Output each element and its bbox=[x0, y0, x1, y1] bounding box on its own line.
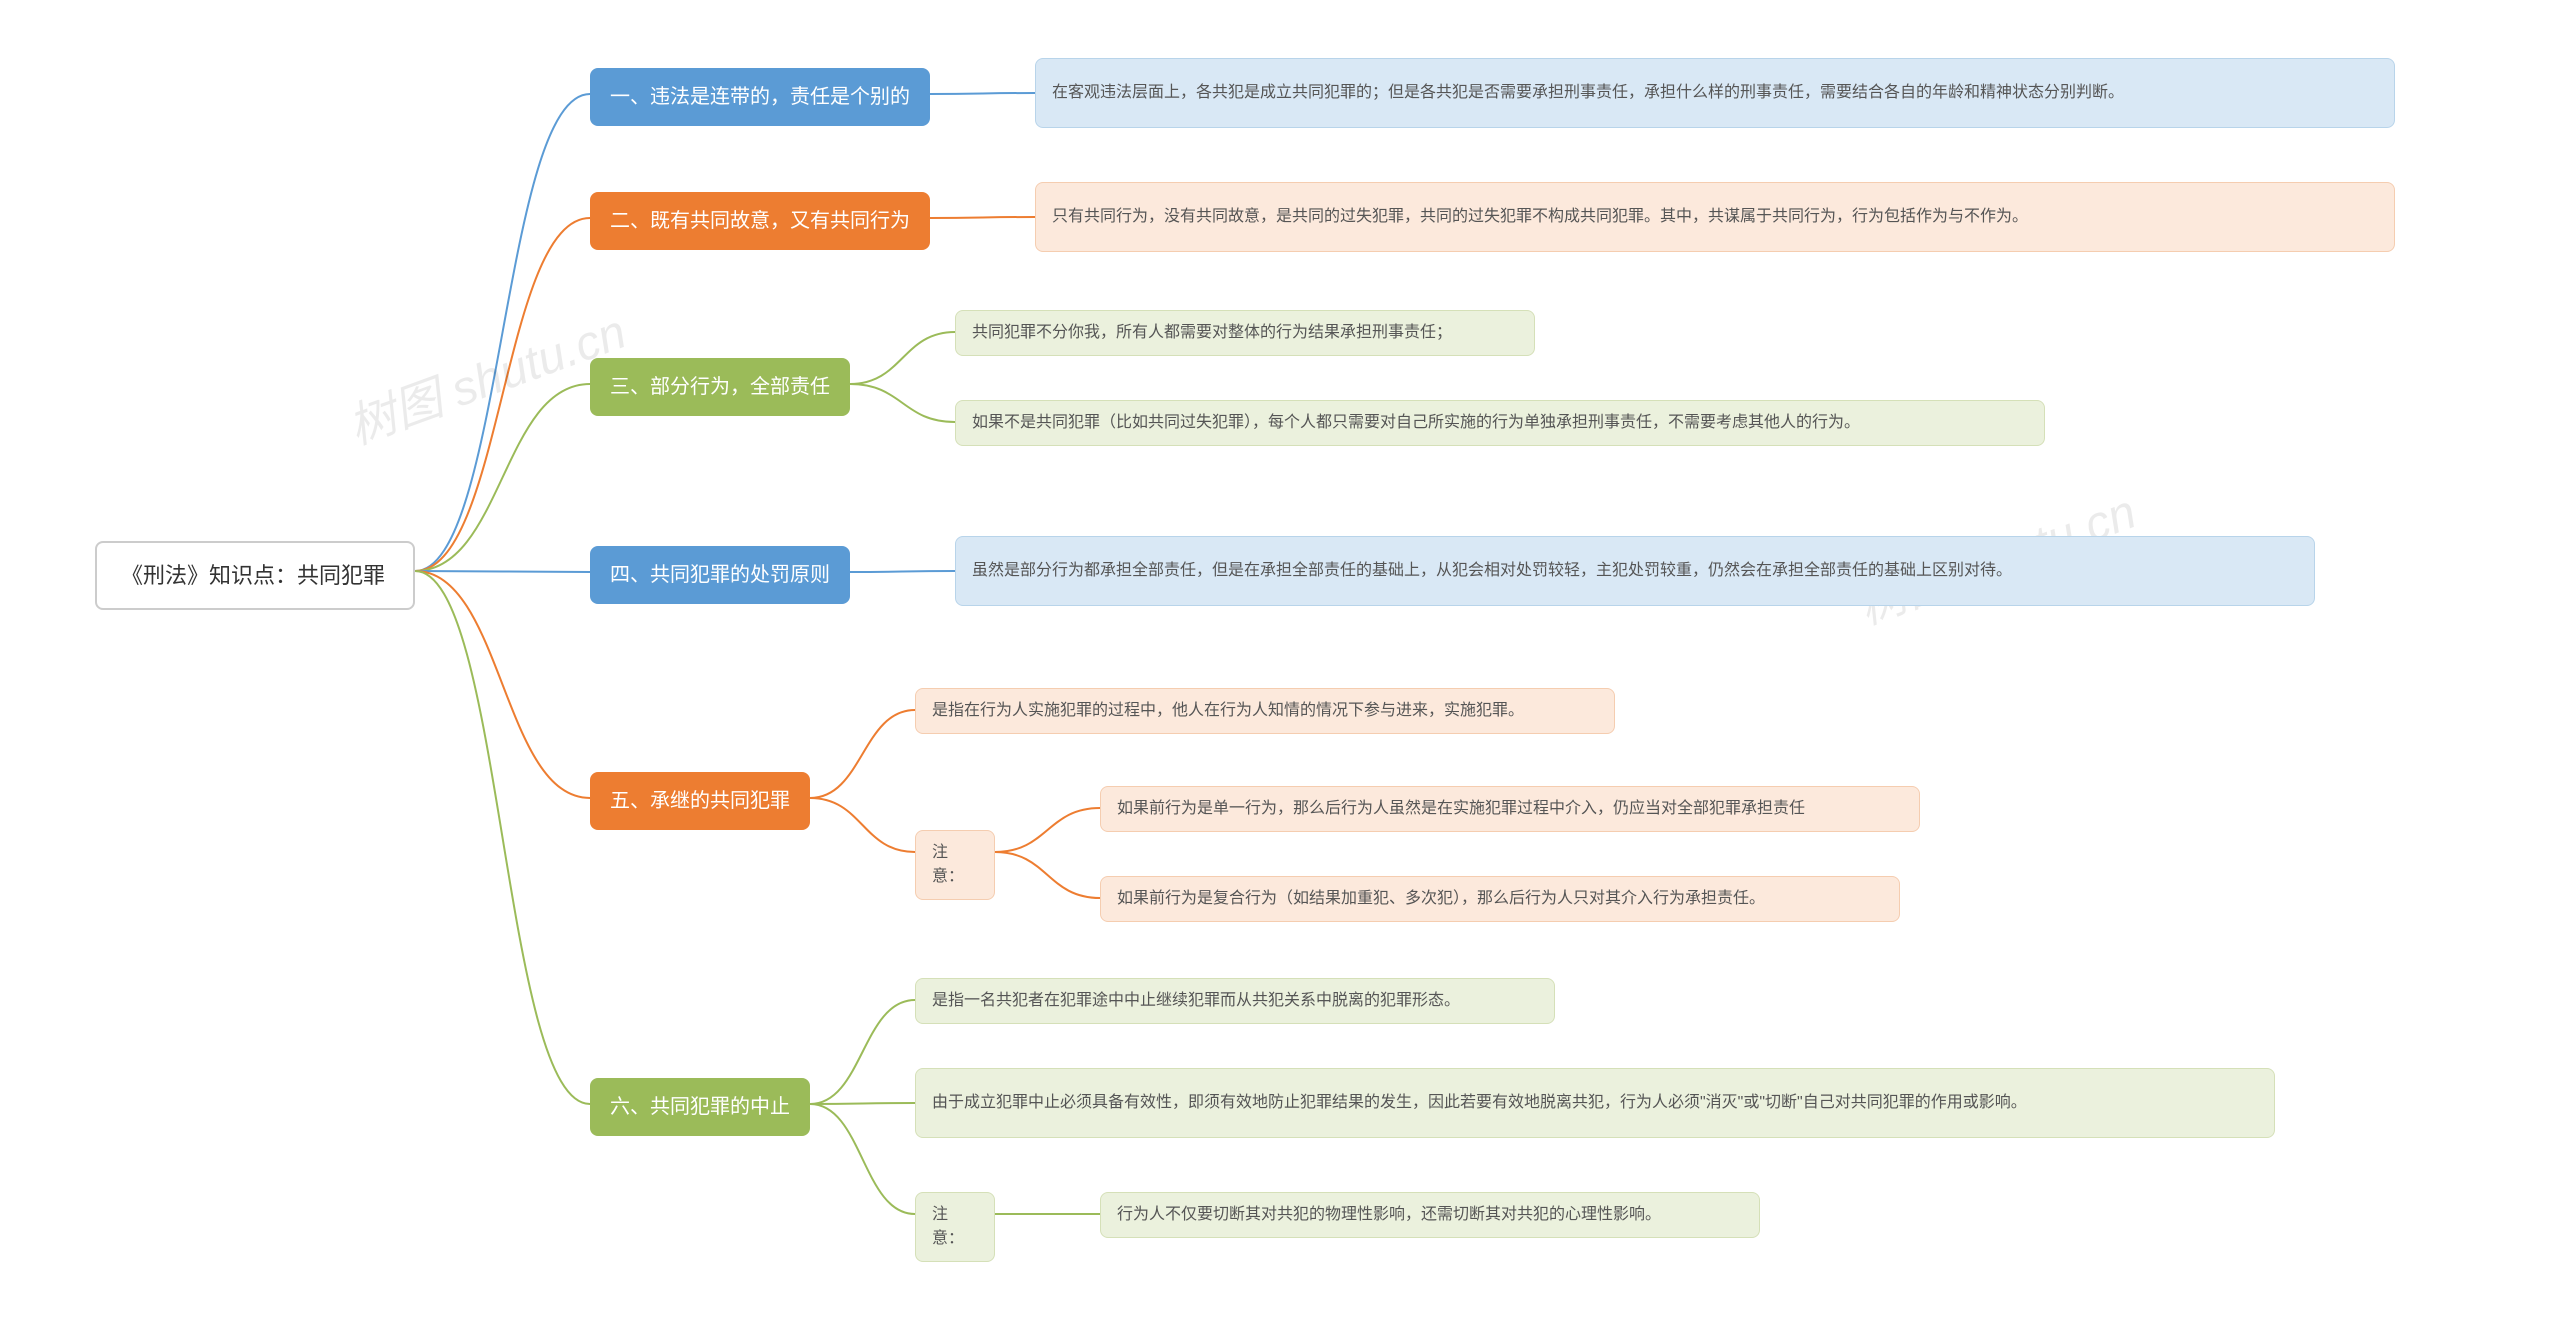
leaf-5-1-0: 如果前行为是单一行为，那么后行为人虽然是在实施犯罪过程中介入，仍应当对全部犯罪承… bbox=[1100, 786, 1920, 832]
branch-2: 二、既有共同故意，又有共同行为 bbox=[590, 192, 930, 250]
leaf-6-0-1: 由于成立犯罪中止必须具备有效性，即须有效地防止犯罪结果的发生，因此若要有效地脱离… bbox=[915, 1068, 2275, 1138]
mindmap-container: 树图 shutu.cn 树图 shutu.cn 《刑法》知识点：共同犯罪一、违法… bbox=[0, 0, 2560, 1334]
branch-1: 一、违法是连带的，责任是个别的 bbox=[590, 68, 930, 126]
leaf-2-0-0: 只有共同行为，没有共同故意，是共同的过失犯罪，共同的过失犯罪不构成共同犯罪。其中… bbox=[1035, 182, 2395, 252]
leaf-3-0-1: 如果不是共同犯罪（比如共同过失犯罪），每个人都只需要对自己所实施的行为单独承担刑… bbox=[955, 400, 2045, 446]
branch-6: 六、共同犯罪的中止 bbox=[590, 1078, 810, 1136]
branch-3: 三、部分行为，全部责任 bbox=[590, 358, 850, 416]
leaf-6-0-2: 注意： bbox=[915, 1192, 995, 1262]
leaf-5-0-0: 是指在行为人实施犯罪的过程中，他人在行为人知情的情况下参与进来，实施犯罪。 bbox=[915, 688, 1615, 734]
leaf-5-0-1: 注意： bbox=[915, 830, 995, 900]
leaf-1-0-0: 在客观违法层面上，各共犯是成立共同犯罪的；但是各共犯是否需要承担刑事责任，承担什… bbox=[1035, 58, 2395, 128]
leaf-4-0-0: 虽然是部分行为都承担全部责任，但是在承担全部责任的基础上，从犯会相对处罚较轻，主… bbox=[955, 536, 2315, 606]
leaf-3-0-0: 共同犯罪不分你我，所有人都需要对整体的行为结果承担刑事责任； bbox=[955, 310, 1535, 356]
branch-5: 五、承继的共同犯罪 bbox=[590, 772, 810, 830]
leaf-6-1-0: 行为人不仅要切断其对共犯的物理性影响，还需切断其对共犯的心理性影响。 bbox=[1100, 1192, 1760, 1238]
leaf-6-0-0: 是指一名共犯者在犯罪途中中止继续犯罪而从共犯关系中脱离的犯罪形态。 bbox=[915, 978, 1555, 1024]
leaf-5-1-1: 如果前行为是复合行为（如结果加重犯、多次犯），那么后行为人只对其介入行为承担责任… bbox=[1100, 876, 1900, 922]
root-node: 《刑法》知识点：共同犯罪 bbox=[95, 541, 415, 610]
branch-4: 四、共同犯罪的处罚原则 bbox=[590, 546, 850, 604]
